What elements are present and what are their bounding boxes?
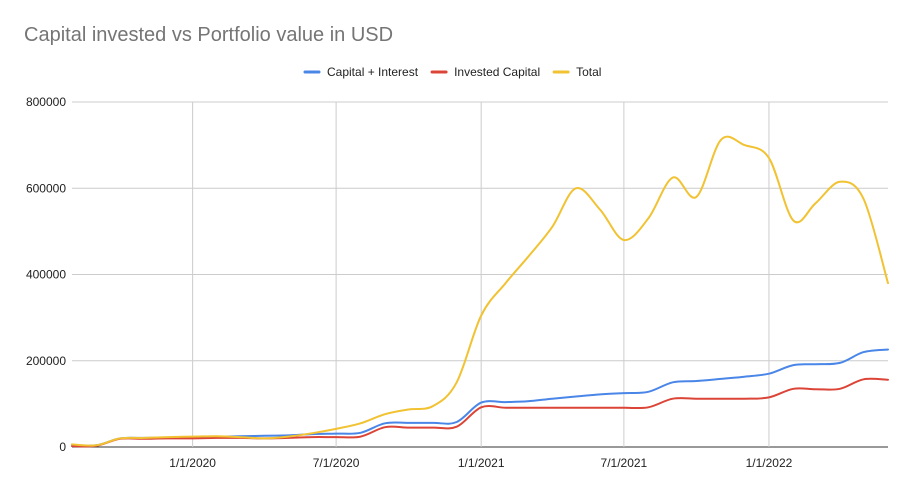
chart-title: Capital invested vs Portfolio value in U…: [24, 24, 394, 46]
series-layer: [71, 135, 889, 448]
y-tick-label: 600000: [26, 181, 66, 195]
x-tick-label: 7/1/2020: [313, 456, 360, 470]
y-tick-label: 800000: [26, 95, 66, 109]
grid: [72, 101, 888, 448]
legend-label: Total: [576, 65, 601, 79]
legend-label: Invested Capital: [454, 65, 540, 79]
legend: Capital + Interest Invested Capital Total: [303, 65, 601, 79]
legend-label: Capital + Interest: [327, 65, 419, 79]
y-tick-label: 200000: [26, 354, 66, 368]
series-line-total: [71, 135, 889, 447]
x-tick-label: 7/1/2021: [601, 456, 648, 470]
x-tick-label: 1/1/2020: [169, 456, 216, 470]
x-tick-label: 1/1/2021: [458, 456, 505, 470]
series-line-invested-capital: [71, 377, 889, 448]
axis-labels: 0 200000 400000 600000 800000 1/1/2020 7/1/202…: [26, 95, 793, 470]
y-tick-label: 0: [59, 440, 66, 454]
x-tick-label: 1/1/2022: [746, 456, 793, 470]
y-tick-label: 400000: [26, 268, 66, 282]
